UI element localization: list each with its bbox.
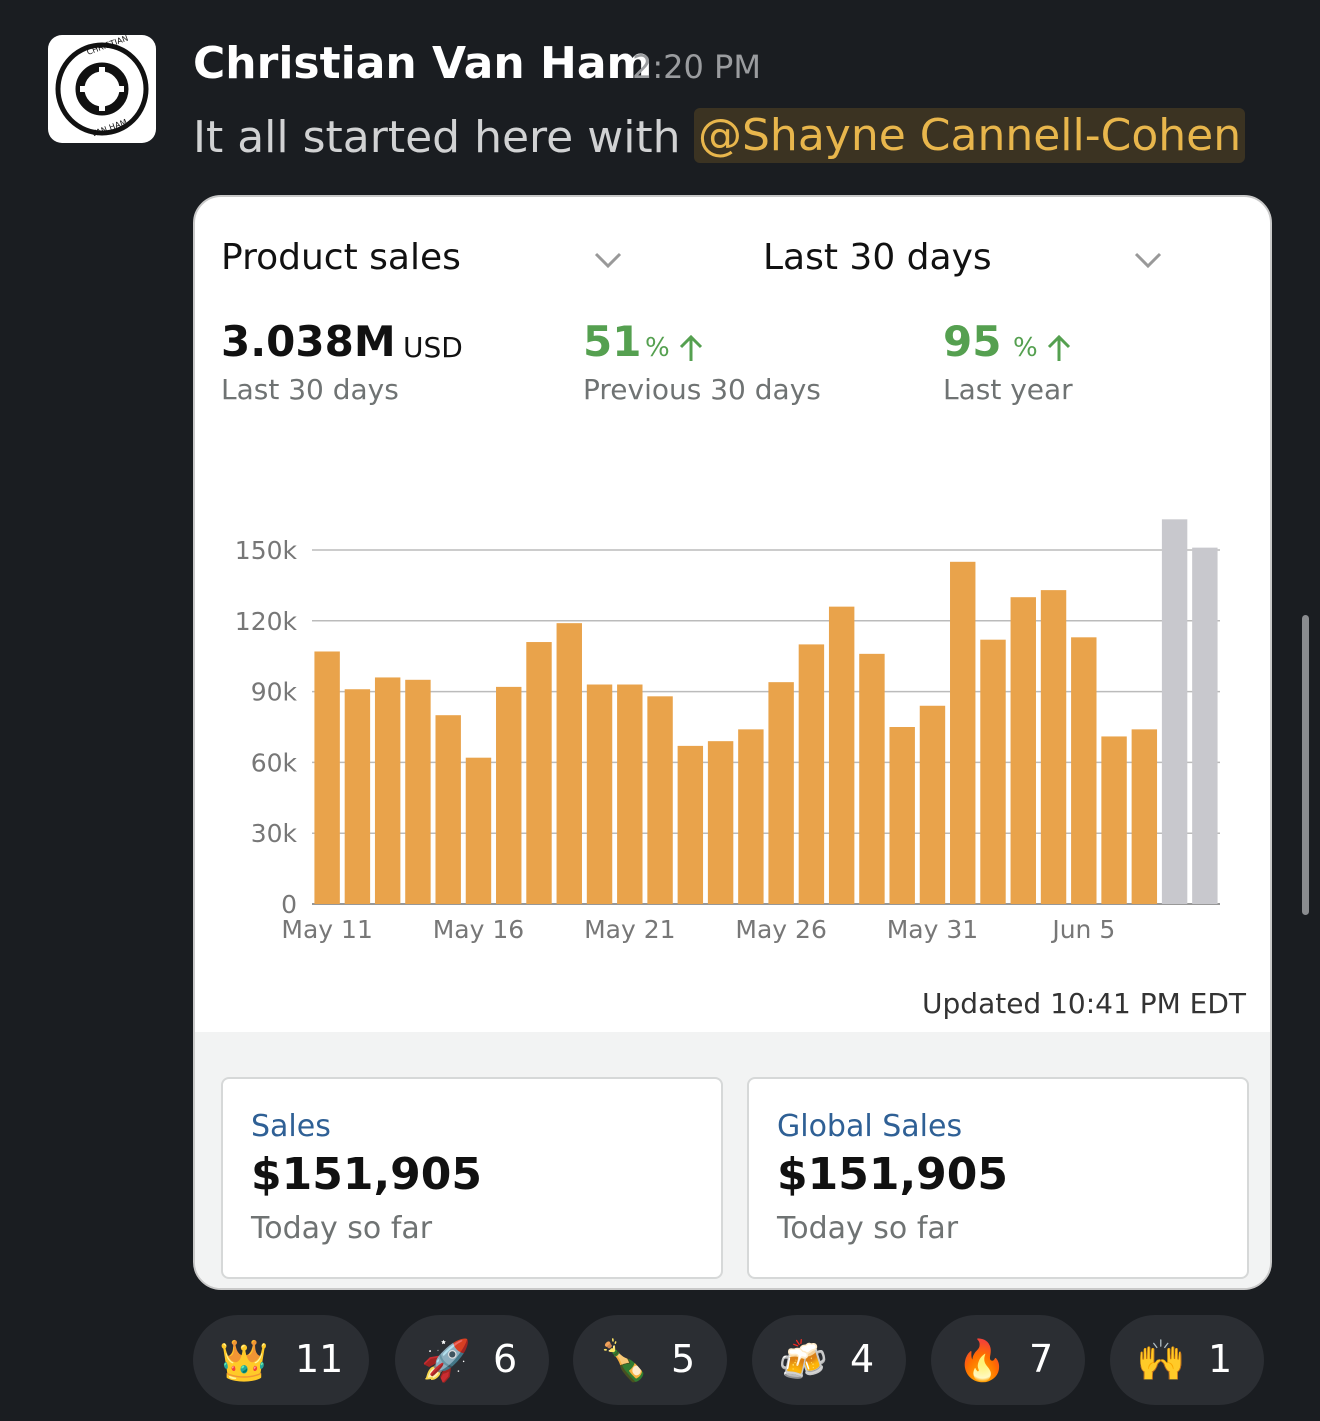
stat-value: 51 — [583, 317, 642, 366]
bar — [1010, 597, 1036, 904]
reaction[interactable]: 👑 11 — [193, 1315, 369, 1405]
bar — [1071, 637, 1097, 904]
bar — [677, 745, 704, 904]
y-tick-label: 60k — [251, 748, 298, 777]
bar — [798, 644, 825, 904]
bar — [496, 686, 522, 904]
tile[interactable]: Sales $151,905 Today so far — [221, 1077, 723, 1279]
stat-unit: USD — [403, 331, 463, 364]
reaction[interactable]: 🍻 4 — [752, 1315, 906, 1405]
chevron[interactable] — [593, 250, 623, 270]
stat-label: Last year — [943, 373, 1073, 406]
reaction-count: 4 — [850, 1337, 875, 1381]
reaction[interactable]: 🙌 1 — [1110, 1315, 1264, 1405]
x-tick-label: Jun 5 — [1050, 915, 1115, 944]
bar — [950, 561, 976, 904]
bar — [1192, 547, 1218, 904]
tile-amount: $151,905 — [251, 1149, 483, 1200]
bar — [435, 715, 461, 904]
tile-title: Global Sales — [777, 1109, 963, 1144]
metric-select[interactable]: Product sales — [221, 237, 461, 278]
scrollbar[interactable] — [1302, 615, 1309, 915]
message-text: It all started here with — [193, 112, 681, 163]
tile-note: Today so far — [777, 1211, 959, 1246]
reaction-emoji: 🍾 — [599, 1338, 649, 1384]
bar — [738, 729, 764, 904]
bar — [919, 705, 946, 904]
y-tick-label: 90k — [251, 678, 298, 707]
bar — [344, 689, 371, 904]
bar — [314, 651, 340, 904]
bar — [1040, 590, 1067, 904]
stat-label: Previous 30 days — [583, 373, 821, 406]
x-tick-label: May 31 — [887, 915, 978, 944]
bar — [859, 653, 885, 904]
bar — [1161, 519, 1188, 904]
stat-unit: % — [1013, 333, 1038, 363]
period-select[interactable]: Last 30 days — [763, 237, 992, 278]
tile[interactable]: Global Sales $151,905 Today so far — [747, 1077, 1249, 1279]
x-tick-label: May 16 — [433, 915, 524, 944]
bar — [889, 727, 915, 904]
bar — [586, 684, 613, 904]
bar — [465, 757, 492, 904]
reaction-emoji: 🔥 — [957, 1338, 1007, 1384]
bar — [1101, 736, 1127, 904]
reaction-count: 1 — [1208, 1337, 1233, 1381]
avatar[interactable]: CHRISTIAN VAN HAM — [48, 35, 156, 143]
bar — [405, 679, 431, 904]
reaction-emoji: 🍻 — [778, 1338, 828, 1384]
x-tick-label: May 21 — [584, 915, 675, 944]
chevron[interactable] — [1133, 250, 1163, 270]
y-tick-label: 0 — [281, 890, 297, 919]
stat-unit: % — [645, 333, 670, 363]
author[interactable]: Christian Van Ham — [193, 38, 653, 89]
stat-value: 3.038M — [221, 317, 396, 366]
timestamp[interactable]: 2:20 PM — [632, 48, 761, 86]
x-tick-label: May 26 — [735, 915, 826, 944]
reaction-emoji: 🙌 — [1136, 1338, 1186, 1384]
bar — [526, 642, 552, 904]
reaction-count: 11 — [295, 1337, 344, 1381]
reaction-count: 6 — [493, 1337, 518, 1381]
reaction-emoji: 🚀 — [421, 1338, 471, 1384]
bar — [707, 741, 734, 904]
tile-amount: $151,905 — [777, 1149, 1009, 1200]
tile-note: Today so far — [251, 1211, 433, 1246]
up-arrow — [679, 334, 703, 361]
mention[interactable]: @Shayne Cannell-Cohen — [694, 108, 1246, 163]
reaction-count: 7 — [1029, 1337, 1054, 1381]
updated-note: Updated 10:41 PM EDT — [922, 987, 1246, 1020]
y-tick-label: 150k — [235, 536, 298, 565]
chart-card: Product sales Last 30 days 3.038M USD La… — [193, 195, 1272, 1290]
up-arrow — [1047, 334, 1071, 361]
tile-title: Sales — [251, 1109, 331, 1144]
reaction-emoji: 👑 — [219, 1338, 269, 1384]
reaction[interactable]: 🍾 5 — [573, 1315, 727, 1405]
bar — [980, 639, 1006, 904]
bar — [768, 682, 794, 904]
bar — [556, 623, 582, 904]
bar — [374, 677, 401, 904]
stat-label: Last 30 days — [221, 373, 399, 406]
stat-value: 95 — [943, 317, 1002, 366]
reaction-count: 5 — [671, 1337, 696, 1381]
x-tick-label: May 11 — [281, 915, 372, 944]
bar — [647, 696, 673, 904]
reaction[interactable]: 🔥 7 — [931, 1315, 1085, 1405]
bar — [828, 606, 855, 904]
y-tick-label: 120k — [235, 607, 298, 636]
chart: 0 30k 60k 90k 120k 150k May 11 May 16 May 21 May … — [235, 519, 1220, 944]
bar — [1131, 729, 1158, 904]
bar — [617, 684, 643, 904]
reaction[interactable]: 🚀 6 — [395, 1315, 549, 1405]
y-tick-label: 30k — [251, 819, 298, 848]
